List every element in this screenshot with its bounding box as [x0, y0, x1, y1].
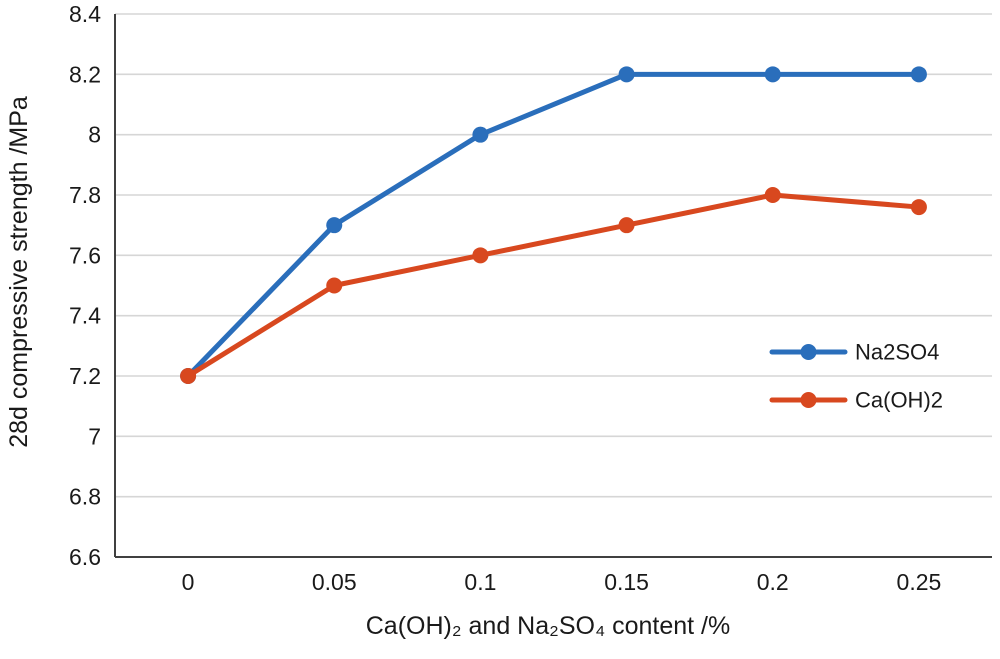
- legend-swatch-marker: [800, 344, 817, 360]
- series-line-caoh2: [185, 192, 922, 379]
- data-point-marker: [910, 199, 927, 216]
- x-tick-label: 0.1: [464, 569, 496, 595]
- data-point-marker: [326, 277, 343, 294]
- y-tick-label: 8.2: [69, 61, 101, 87]
- x-tick-label: 0.25: [897, 569, 942, 595]
- y-tick-label: 7.2: [69, 363, 101, 389]
- data-point-marker: [326, 217, 343, 234]
- data-point-marker: [764, 187, 781, 203]
- x-tick-label: 0.2: [757, 569, 789, 595]
- y-tick-label: 7: [88, 423, 101, 449]
- x-axis-title: Ca(OH)₂ and Na₂SO₄ content /%: [366, 612, 730, 640]
- y-axis-title: 28d compressive strength /MPa: [5, 96, 33, 448]
- y-tick-label: 7.8: [69, 182, 101, 208]
- legend-item: Na2SO4: [769, 340, 939, 365]
- data-point-marker: [180, 368, 197, 384]
- gridlines-layer: [115, 13, 992, 498]
- data-point-marker: [618, 217, 635, 234]
- legend-swatch-marker: [800, 392, 817, 408]
- y-tick-label: 7.4: [69, 303, 101, 329]
- legend-label: Ca(OH)2: [855, 388, 943, 413]
- axes-layer: 6.6 6.8 7 7.2 7.4 7.6 7.8 8 8.2 8.4 0 0.05 0.1 0.15 0.…: [69, 1, 992, 595]
- data-point-marker: [764, 66, 781, 83]
- y-tick-label: 8.4: [69, 1, 101, 27]
- y-tick-label: 6.8: [69, 484, 101, 510]
- legend-label: Na2SO4: [855, 340, 939, 365]
- data-point-marker: [618, 66, 635, 83]
- y-tick-label: 7.6: [69, 242, 101, 268]
- legend-item: Ca(OH)2: [769, 388, 943, 413]
- x-tick-label: 0: [182, 569, 195, 595]
- x-tick-label: 0.15: [604, 569, 649, 595]
- legend: Na2SO4 Ca(OH)2: [769, 340, 943, 413]
- data-point-marker: [472, 247, 489, 264]
- series-layer: [180, 66, 927, 384]
- y-tick-label: 8: [88, 122, 101, 148]
- data-point-marker: [910, 66, 927, 83]
- x-tick-label: 0.05: [312, 569, 357, 595]
- data-point-marker: [472, 126, 489, 143]
- y-tick-label: 6.6: [69, 544, 101, 570]
- series-line-na2so4: [185, 71, 922, 379]
